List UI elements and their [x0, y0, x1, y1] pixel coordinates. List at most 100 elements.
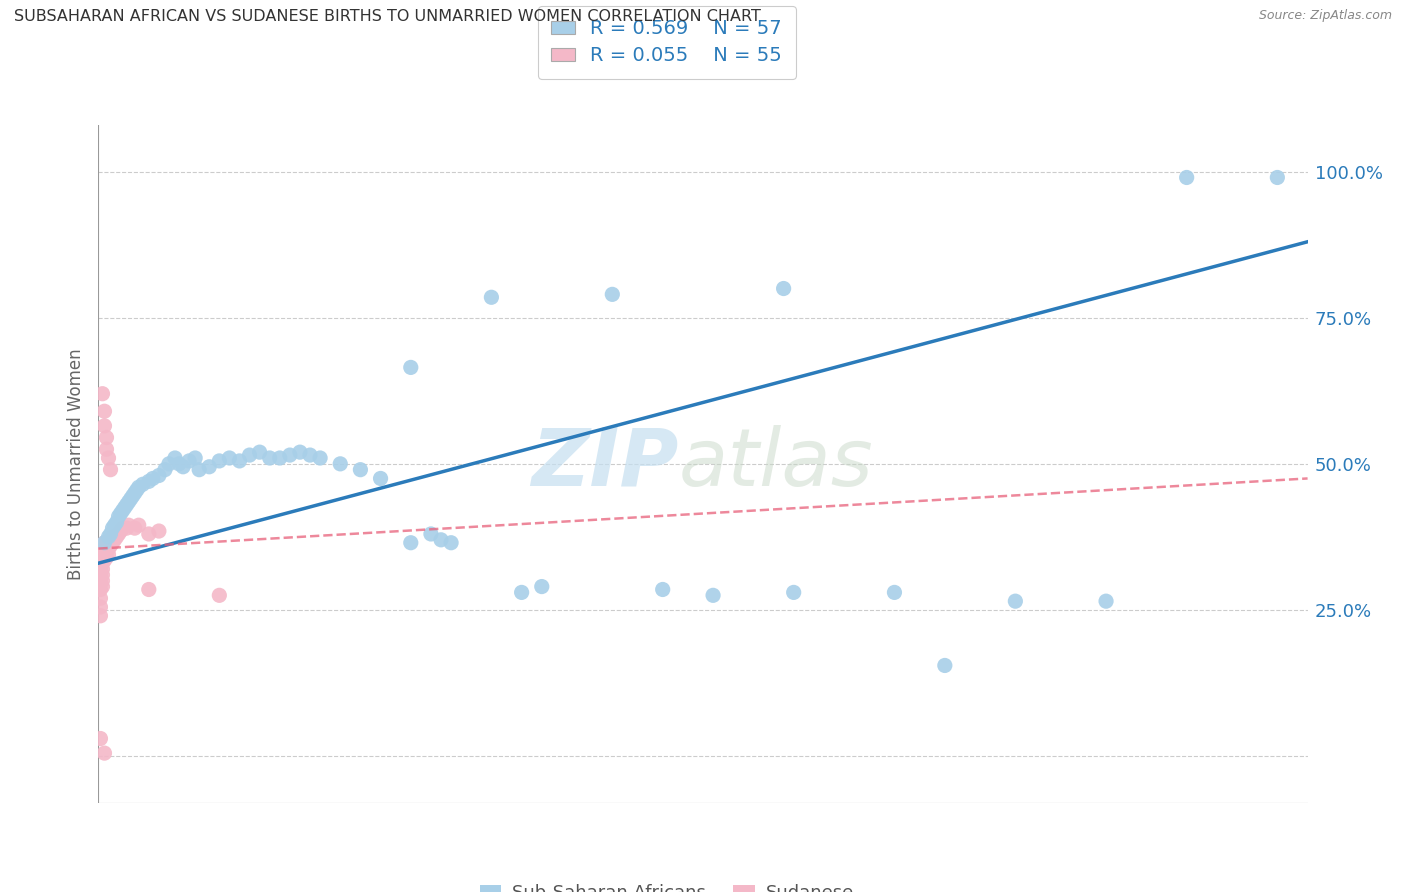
- Point: [89, 553, 111, 567]
- Point: [89, 600, 111, 615]
- Point: [105, 530, 128, 544]
- Point: [93, 553, 115, 567]
- Point: [138, 582, 160, 597]
- Point: [107, 509, 129, 524]
- Point: [96, 544, 118, 558]
- Point: [97, 450, 120, 465]
- Point: [114, 500, 136, 515]
- Point: [91, 386, 114, 401]
- Text: Source: ZipAtlas.com: Source: ZipAtlas.com: [1258, 9, 1392, 22]
- Point: [148, 524, 170, 538]
- Point: [91, 539, 114, 553]
- Point: [309, 450, 332, 465]
- Point: [96, 550, 118, 565]
- Point: [239, 448, 262, 462]
- Point: [184, 450, 207, 465]
- Point: [299, 448, 322, 462]
- Point: [91, 567, 114, 582]
- Point: [100, 539, 122, 553]
- Point: [97, 530, 120, 544]
- Point: [288, 445, 311, 459]
- Text: SUBSAHARAN AFRICAN VS SUDANESE BIRTHS TO UNMARRIED WOMEN CORRELATION CHART: SUBSAHARAN AFRICAN VS SUDANESE BIRTHS TO…: [14, 9, 761, 24]
- Point: [142, 471, 165, 485]
- Point: [132, 477, 155, 491]
- Point: [124, 486, 146, 500]
- Point: [91, 544, 114, 558]
- Point: [228, 454, 250, 468]
- Text: 0.0%: 0.0%: [98, 891, 143, 892]
- Point: [772, 281, 794, 295]
- Point: [91, 562, 114, 576]
- Point: [91, 550, 114, 565]
- Point: [89, 591, 111, 606]
- Point: [148, 468, 170, 483]
- Point: [111, 521, 134, 535]
- Point: [107, 527, 129, 541]
- Point: [118, 495, 141, 509]
- Point: [269, 450, 291, 465]
- Point: [93, 404, 115, 418]
- Point: [89, 731, 111, 746]
- Point: [91, 556, 114, 570]
- Point: [100, 533, 122, 547]
- Point: [93, 746, 115, 760]
- Point: [100, 527, 122, 541]
- Point: [157, 457, 180, 471]
- Point: [651, 582, 673, 597]
- Text: atlas: atlas: [679, 425, 873, 503]
- Point: [101, 530, 124, 544]
- Point: [115, 498, 138, 512]
- Legend: Sub-Saharan Africans, Sudanese: Sub-Saharan Africans, Sudanese: [472, 877, 860, 892]
- Point: [420, 527, 443, 541]
- Point: [89, 571, 111, 585]
- Point: [249, 445, 271, 459]
- Point: [103, 518, 125, 533]
- Point: [259, 450, 281, 465]
- Point: [101, 535, 124, 549]
- Point: [93, 541, 115, 556]
- Point: [370, 471, 392, 485]
- Point: [1175, 170, 1198, 185]
- Point: [97, 548, 120, 562]
- Point: [349, 463, 371, 477]
- Point: [153, 463, 176, 477]
- Point: [124, 521, 146, 535]
- Point: [96, 442, 118, 457]
- Point: [97, 541, 120, 556]
- Point: [1004, 594, 1026, 608]
- Point: [128, 518, 150, 533]
- Point: [188, 463, 211, 477]
- Point: [208, 454, 231, 468]
- Point: [440, 535, 463, 549]
- Point: [430, 533, 453, 547]
- Point: [115, 521, 138, 535]
- Point: [89, 565, 111, 579]
- Point: [100, 463, 122, 477]
- Point: [93, 548, 115, 562]
- Point: [97, 535, 120, 549]
- Point: [208, 588, 231, 602]
- Point: [89, 550, 111, 565]
- Point: [101, 521, 124, 535]
- Point: [93, 418, 115, 433]
- Point: [89, 548, 111, 562]
- Point: [530, 580, 553, 594]
- Point: [481, 290, 503, 304]
- Point: [163, 450, 186, 465]
- Point: [105, 516, 128, 530]
- Point: [138, 527, 160, 541]
- Point: [89, 576, 111, 591]
- Point: [111, 503, 134, 517]
- Point: [934, 658, 956, 673]
- Point: [510, 585, 533, 599]
- Point: [329, 457, 352, 471]
- Point: [399, 360, 422, 375]
- Point: [1095, 594, 1118, 608]
- Point: [96, 431, 118, 445]
- Point: [89, 559, 111, 574]
- Y-axis label: Births to Unmarried Women: Births to Unmarried Women: [66, 348, 84, 580]
- Point: [172, 459, 194, 474]
- Point: [883, 585, 905, 599]
- Point: [167, 457, 190, 471]
- Point: [91, 580, 114, 594]
